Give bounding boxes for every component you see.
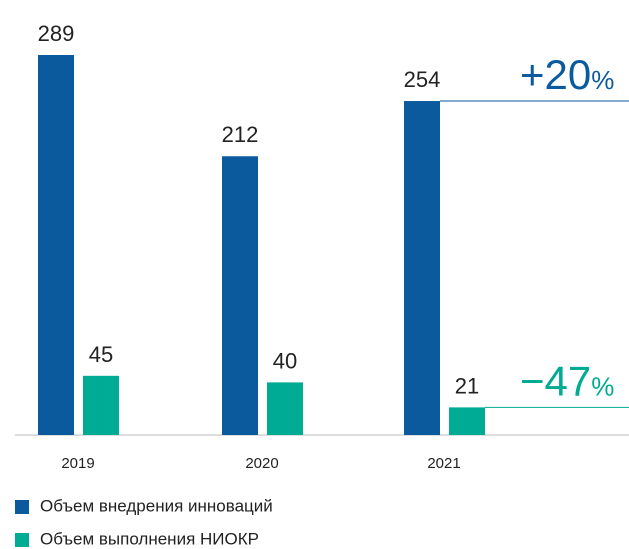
legend-swatch [15,500,29,514]
legend-swatch [15,533,29,547]
value-label: 45 [89,342,113,367]
bar [83,375,119,435]
annotation-suffix: % [591,65,614,95]
bar [404,101,440,436]
bar [449,407,485,435]
x-tick-label: 2021 [427,455,460,472]
value-label: 21 [455,373,479,398]
annotation-value: −47 [520,357,591,404]
value-label: 212 [222,122,259,147]
value-label: 40 [273,348,297,373]
legend-label: Объем внедрения инноваций [40,496,273,515]
x-tick-label: 2019 [61,455,94,472]
annotation-suffix: % [591,371,614,401]
annotation: −47% [520,357,614,404]
legend-label: Объем выполнения НИОКР [40,529,259,548]
annotation: +20% [520,51,614,98]
value-label: 254 [404,67,441,92]
x-tick-label: 2020 [245,455,278,472]
bar [267,382,303,435]
bar [222,156,258,436]
bar [38,55,74,435]
annotation-value: +20 [520,51,591,98]
value-label: 289 [38,21,75,46]
